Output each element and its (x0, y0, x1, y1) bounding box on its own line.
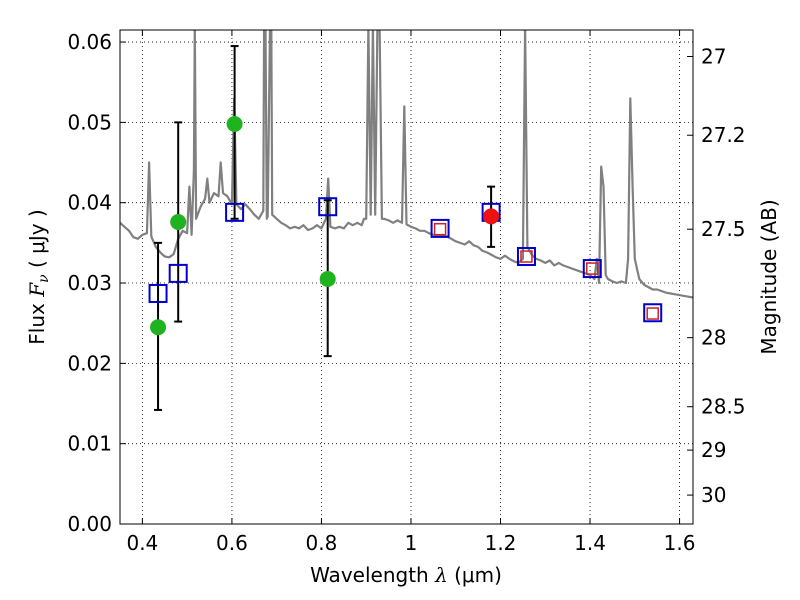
x-tick-label: 1.2 (485, 531, 517, 555)
model-photometry-square-red (586, 262, 599, 275)
y-tick-label: 0.00 (67, 512, 112, 536)
observed-point (226, 115, 243, 132)
y-tick-label: 0.03 (67, 271, 112, 295)
y-tick-label: 0.06 (67, 30, 112, 54)
model-photometry-square (643, 303, 663, 323)
model-photometry-square (582, 259, 602, 279)
observed-point (483, 208, 500, 225)
model-photometry-square (225, 202, 245, 222)
y-tick-label: 0.01 (67, 432, 112, 456)
x-axis-label: Wavelength λ (μm) (310, 563, 502, 587)
observed-point (319, 271, 336, 288)
y-tick-label: 0.04 (67, 191, 112, 215)
observed-point (150, 319, 167, 336)
y2-tick-label: 27.5 (701, 217, 746, 241)
y-axis-label: Flux Fν ( μJy ) (25, 209, 52, 344)
model-photometry-square-red (520, 250, 533, 263)
model-photometry-square (148, 283, 168, 303)
x-tick-label: 1 (405, 531, 418, 555)
observed-photometry-layer (150, 115, 500, 336)
x-tick-label: 0.4 (126, 531, 158, 555)
y2-tick-label: 28 (701, 326, 726, 350)
y2-tick-label: 27.2 (701, 123, 746, 147)
y2-tick-label: 28.5 (701, 395, 746, 419)
model-photometry-square (516, 247, 536, 267)
x-tick-label: 1.6 (664, 531, 696, 555)
errorbar-layer (154, 45, 496, 411)
x-tick-label: 0.8 (306, 531, 338, 555)
x-tick-label: 0.6 (216, 531, 248, 555)
y2-tick-label: 27 (701, 45, 726, 69)
observed-point (170, 213, 187, 230)
model-spectrum-line (120, 30, 693, 299)
y-tick-label: 0.02 (67, 351, 112, 375)
model-photometry-square-red (646, 307, 659, 320)
y-tick-label: 0.05 (67, 110, 112, 134)
plot-frame (119, 29, 694, 525)
model-photometry-square (430, 218, 450, 238)
model-photometry-square (168, 263, 188, 283)
model-photometry-square (318, 197, 338, 217)
x-tick-label: 1.4 (574, 531, 606, 555)
y2-tick-label: 29 (701, 438, 726, 462)
y2-tick-label: 30 (701, 483, 726, 507)
model-photometry-square-red (433, 222, 447, 236)
y2-axis-label: Magnitude (AB) (757, 199, 781, 354)
model-spectrum-layer (120, 30, 693, 299)
axis-ticks: 0.4 0.6 0.8 1 1.2 1.4 1.6 0.00 0.01 0.02 0.03 0.04 0… (67, 30, 746, 555)
